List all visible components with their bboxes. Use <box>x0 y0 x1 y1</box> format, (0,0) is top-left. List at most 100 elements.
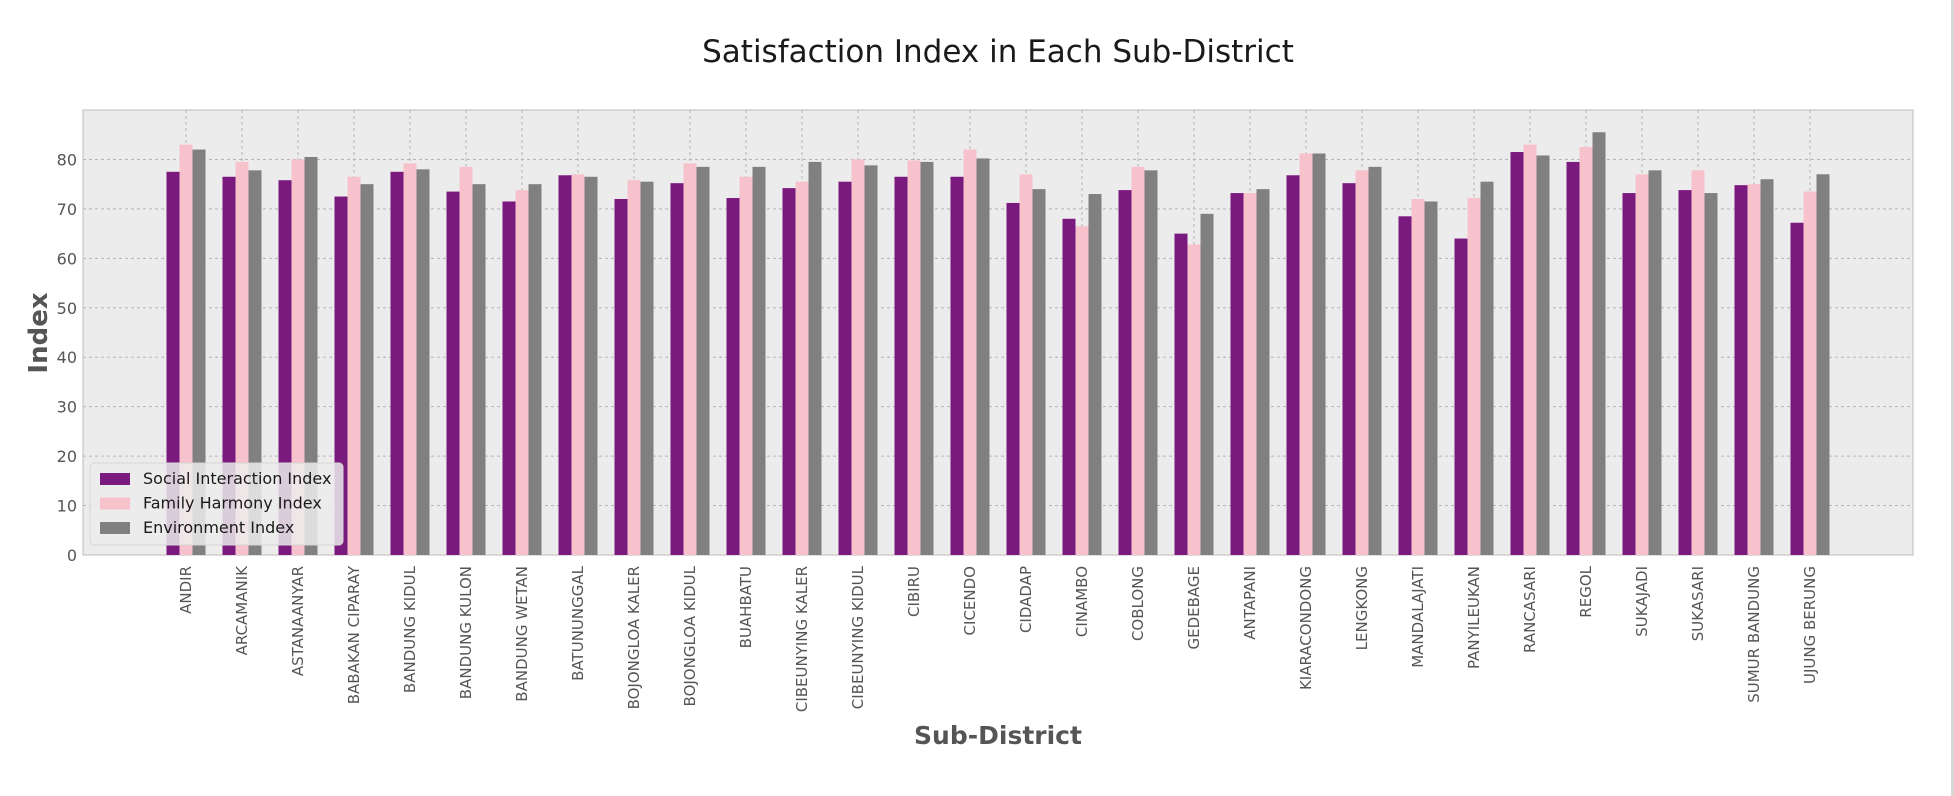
bar-social-interaction-index <box>1342 183 1356 555</box>
bar-social-interaction-index <box>1230 193 1244 556</box>
x-tick-label: ARCAMANIK <box>233 565 251 656</box>
bar-social-interaction-index <box>1566 161 1580 555</box>
y-tick-label: 20 <box>57 447 77 466</box>
y-tick-label: 60 <box>57 249 77 268</box>
legend-swatch <box>100 522 130 534</box>
y-axis-ticks: 0 10 20 30 40 50 60 70 80 <box>57 150 77 565</box>
y-tick-label: 80 <box>57 150 77 169</box>
bar-family-harmony-index <box>403 163 417 555</box>
bar-social-interaction-index <box>222 176 236 555</box>
x-tick-label: BATUNUNGGAL <box>569 565 587 680</box>
x-tick-label: LENGKONG <box>1353 566 1371 650</box>
bar-social-interaction-index <box>1174 233 1188 555</box>
bar-family-harmony-index <box>795 181 809 555</box>
bar-social-interaction-index <box>894 176 908 555</box>
bar-family-harmony-index <box>1747 184 1761 555</box>
y-axis-label: Index <box>24 292 54 373</box>
bar-family-harmony-index <box>963 149 977 556</box>
x-tick-label: BOJONGLOA KIDUL <box>681 565 699 706</box>
bars-group <box>166 132 1830 556</box>
bar-family-harmony-index <box>1075 226 1089 555</box>
bar-social-interaction-index <box>670 183 684 555</box>
x-tick-label: BANDUNG KIDUL <box>401 565 419 693</box>
x-tick-label: BUAHBATU <box>737 566 755 648</box>
bar-family-harmony-index <box>1411 199 1425 555</box>
x-axis-ticks: ANDIR ARCAMANIK ASTANAANYAR BABAKAN CIPARAY… <box>177 565 1819 712</box>
y-tick-label: 0 <box>67 546 77 565</box>
x-tick-label: BANDUNG KULON <box>457 566 475 699</box>
bar-environment-index <box>248 170 262 556</box>
bar-environment-index <box>1256 189 1270 555</box>
legend-box <box>89 462 344 546</box>
plot-area <box>82 109 1914 556</box>
bar-family-harmony-index <box>179 144 193 555</box>
bar-social-interaction-index <box>502 201 516 555</box>
legend-swatch <box>100 473 130 485</box>
bar-family-harmony-index <box>1523 144 1537 555</box>
bar-family-harmony-index <box>1019 174 1033 555</box>
bar-family-harmony-index <box>683 163 697 555</box>
x-tick-label: ANDIR <box>177 566 195 614</box>
bar-family-harmony-index <box>347 176 361 555</box>
x-tick-label: PANYILEUKAN <box>1465 566 1483 669</box>
bar-social-interaction-index <box>278 180 292 555</box>
bar-social-interaction-index <box>1286 175 1300 555</box>
bar-environment-index <box>1088 194 1102 556</box>
bar-family-harmony-index <box>235 161 249 555</box>
x-tick-label: GEDEBAGE <box>1185 566 1203 650</box>
bar-environment-index <box>640 181 654 555</box>
x-tick-label: CIBIRU <box>905 566 923 617</box>
x-tick-label: CIDADAP <box>1017 566 1035 633</box>
legend-label: Family Harmony Index <box>143 494 322 513</box>
bar-family-harmony-index <box>627 180 641 555</box>
bar-family-harmony-index <box>515 190 529 555</box>
x-tick-label: SUKAJADI <box>1633 566 1651 637</box>
x-tick-label: REGOL <box>1577 565 1595 617</box>
bar-social-interaction-index <box>390 171 404 556</box>
window-edge <box>1951 0 1954 796</box>
x-tick-label: UJUNG BERUNG <box>1801 566 1819 684</box>
bar-social-interaction-index <box>614 199 628 555</box>
bar-family-harmony-index <box>1187 244 1201 555</box>
bar-environment-index <box>1424 201 1438 555</box>
bar-family-harmony-index <box>1691 170 1705 556</box>
bar-environment-index <box>1200 213 1214 556</box>
bar-environment-index <box>976 158 990 555</box>
bar-social-interaction-index <box>1454 238 1468 556</box>
bar-social-interaction-index <box>1678 190 1692 555</box>
bar-family-harmony-index <box>907 160 921 555</box>
x-tick-label: CICENDO <box>961 566 979 635</box>
bar-environment-index <box>1536 155 1550 555</box>
y-tick-label: 50 <box>57 299 77 318</box>
x-tick-label: BANDUNG WETAN <box>513 566 531 702</box>
bar-social-interaction-index <box>782 188 796 555</box>
bar-social-interaction-index <box>1510 152 1524 555</box>
x-tick-label: SUMUR BANDUNG <box>1745 566 1763 703</box>
legend: Social Interaction Index Family Harmony I… <box>89 462 344 546</box>
bar-social-interaction-index <box>726 198 740 555</box>
x-tick-label: BABAKAN CIPARAY <box>345 565 363 704</box>
bar-environment-index <box>1032 189 1046 555</box>
x-tick-label: ANTAPANI <box>1241 566 1259 640</box>
bar-environment-index <box>1592 132 1606 555</box>
x-tick-label: BOJONGLOA KALER <box>625 566 643 709</box>
bar-environment-index <box>920 161 934 555</box>
x-tick-label: COBLONG <box>1129 566 1147 641</box>
bar-environment-index <box>752 166 766 555</box>
x-tick-label: CIBEUNYING KALER <box>793 566 811 712</box>
x-tick-label: SUKASARI <box>1689 566 1707 641</box>
bar-environment-index <box>416 169 430 556</box>
bar-environment-index <box>192 149 206 556</box>
bar-environment-index <box>304 156 318 555</box>
chart-title: Satisfaction Index in Each Sub-District <box>702 34 1294 70</box>
bar-environment-index <box>1816 174 1830 555</box>
x-tick-label: CINAMBO <box>1073 566 1091 637</box>
bar-environment-index <box>1648 170 1662 556</box>
bar-environment-index <box>864 165 878 555</box>
legend-swatch <box>100 497 130 510</box>
bar-social-interaction-index <box>1622 193 1636 556</box>
bar-social-interaction-index <box>558 175 572 555</box>
bar-environment-index <box>808 161 822 555</box>
y-tick-label: 10 <box>57 497 77 516</box>
